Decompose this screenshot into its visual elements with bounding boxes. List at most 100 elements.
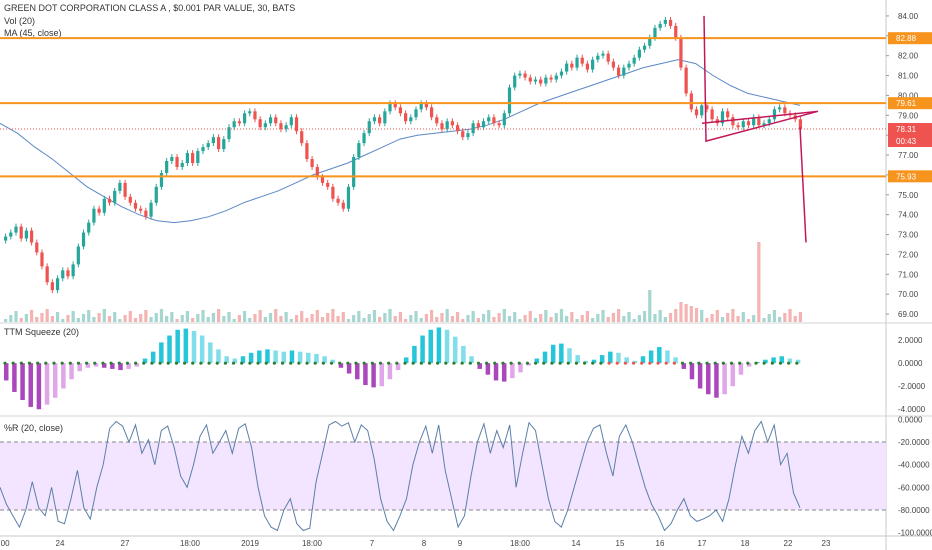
volume-bar <box>544 310 548 322</box>
volume-bar <box>741 312 745 322</box>
williams-r-legend[interactable]: %R (20, close) <box>4 423 64 433</box>
candle-body <box>429 107 434 118</box>
volume-bar <box>637 315 641 322</box>
x-tick-label: 8 <box>422 539 427 548</box>
ttm-histogram-bar <box>542 351 548 364</box>
candle-body <box>378 117 382 124</box>
countdown-label: 00:43 <box>896 137 917 146</box>
ttm-histogram-bar <box>599 355 605 364</box>
volume-bar <box>762 318 766 322</box>
ttm-histogram-bar <box>93 363 99 367</box>
volume-bar <box>679 302 683 322</box>
level-price-label: 79.61 <box>896 99 917 108</box>
squeeze-dot <box>207 361 211 365</box>
volume-bar <box>29 310 34 322</box>
drawn-projection-line <box>799 127 807 243</box>
candle-body <box>798 119 803 130</box>
squeeze-dot <box>272 361 276 365</box>
squeeze-dot <box>493 361 497 365</box>
squeeze-dot <box>558 361 562 365</box>
ttm-histogram-bar <box>608 351 613 364</box>
squeeze-dot <box>321 361 325 365</box>
volume-bar <box>393 316 397 322</box>
price-tick-label: 84.00 <box>898 12 919 21</box>
volume-bar <box>476 318 480 322</box>
volume-bar <box>502 309 506 322</box>
ttm-histogram-bar <box>559 343 564 364</box>
volume-bar <box>455 312 460 322</box>
volume-bar <box>559 309 564 322</box>
squeeze-dot <box>680 361 685 365</box>
candle-body <box>191 153 195 163</box>
ttm-histogram-bar <box>330 359 336 364</box>
squeeze-dot <box>721 361 725 365</box>
squeeze-dot <box>223 361 228 365</box>
ttm-histogram-bar <box>297 351 303 364</box>
volume-bar <box>648 290 652 322</box>
ttm-histogram-bar <box>257 350 262 364</box>
volume-bar <box>165 316 169 322</box>
squeeze-dot <box>648 361 652 365</box>
volume-legend[interactable]: Vol (20) <box>4 16 36 26</box>
volume-bar <box>66 315 70 322</box>
candle-body <box>663 19 667 24</box>
volume-bar <box>180 315 184 322</box>
candle-body <box>216 137 221 150</box>
squeeze-dot <box>566 361 570 365</box>
candle-body <box>367 121 371 134</box>
candle-body <box>502 113 506 126</box>
ma-line <box>0 59 801 224</box>
volume-bar <box>694 308 699 322</box>
candle-body <box>653 27 657 38</box>
squeeze-dot <box>664 361 668 365</box>
candle-body <box>726 111 730 118</box>
ma-legend[interactable]: MA (45, close) <box>4 28 62 38</box>
squeeze-dot <box>746 361 750 365</box>
squeeze-dot <box>403 361 407 365</box>
volume-bar <box>274 309 278 322</box>
squeeze-dot <box>656 361 660 365</box>
volume-bar <box>424 314 428 322</box>
ttm-histogram-bar <box>371 363 376 388</box>
candle-body <box>580 57 584 64</box>
volume-bar <box>222 316 226 322</box>
volume-bar <box>700 310 704 322</box>
squeeze-dot <box>738 361 742 365</box>
candle-body <box>539 79 543 84</box>
candle-body <box>481 121 486 128</box>
candle-body <box>455 125 460 132</box>
squeeze-dot <box>509 361 513 365</box>
volume-bar <box>326 313 330 322</box>
volume-bar <box>720 317 725 322</box>
ttm-histogram-bar <box>534 358 540 364</box>
squeeze-dot <box>44 361 48 365</box>
squeeze-dot <box>142 361 146 365</box>
volume-bar <box>310 314 314 322</box>
ttm-histogram-bar <box>118 363 123 371</box>
ttm-histogram-bar <box>714 363 719 398</box>
volume-bar <box>139 314 143 322</box>
squeeze-dot <box>215 361 219 365</box>
squeeze-dot <box>109 361 113 365</box>
ttm-histogram-bar <box>20 363 25 401</box>
candle-body <box>320 176 325 183</box>
volume-bar <box>258 310 262 322</box>
squeeze-dot <box>117 361 121 365</box>
candle-body <box>757 117 761 126</box>
squeeze-dot <box>623 361 628 365</box>
volume-bar <box>279 316 283 322</box>
volume-bar <box>206 317 210 322</box>
volume-bar <box>591 318 595 322</box>
wr-tick-label: -20.0000 <box>898 438 930 447</box>
candle-body <box>601 53 605 56</box>
squeeze-dot <box>158 361 162 365</box>
ttm-histogram-bar <box>12 363 17 392</box>
squeeze-dot <box>19 361 23 365</box>
volume-bar <box>419 318 423 322</box>
ttm-histogram-bar <box>640 356 646 364</box>
ttm-histogram-bar <box>183 328 189 364</box>
ttm-histogram-bar <box>322 356 327 364</box>
candle-body <box>336 198 340 203</box>
ttm-squeeze-legend[interactable]: TTM Squeeze (20) <box>4 327 80 337</box>
